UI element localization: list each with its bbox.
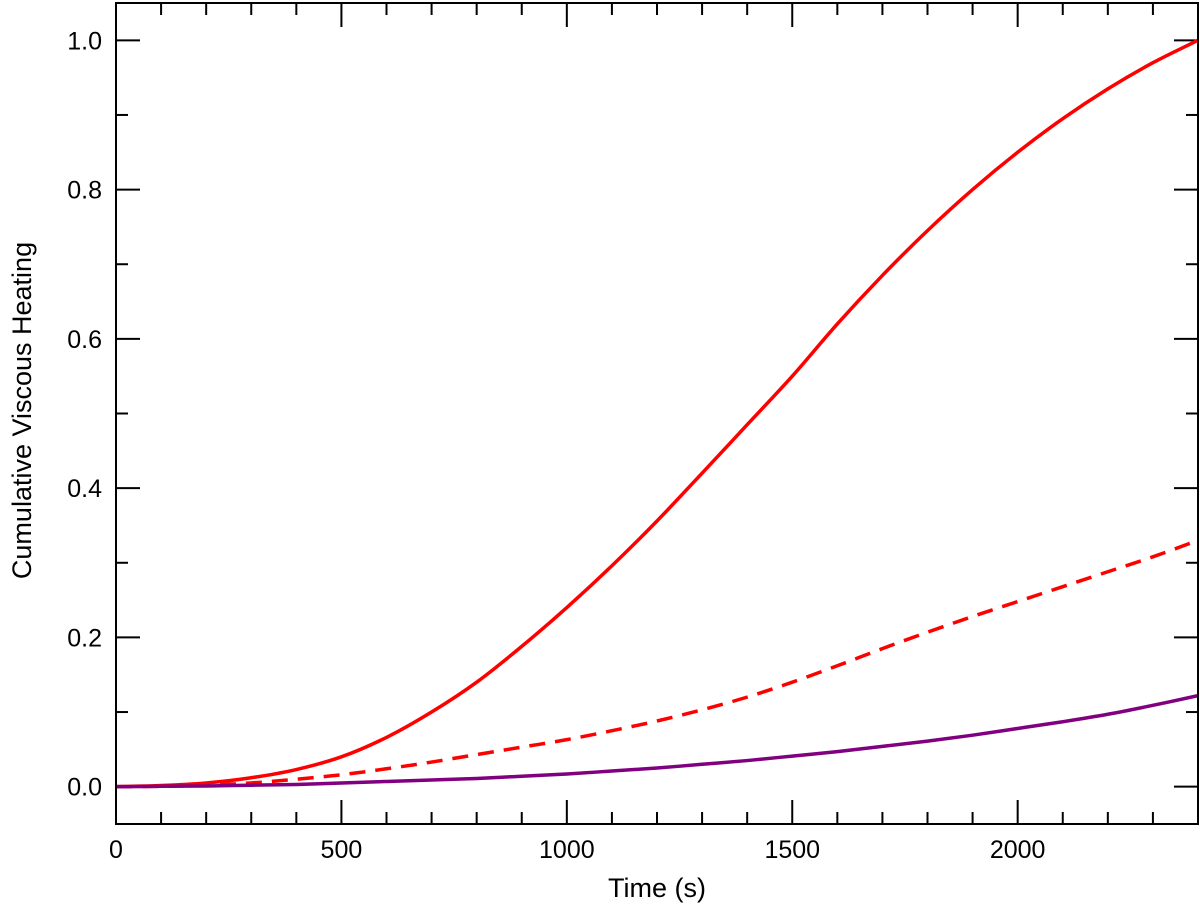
y-tick-label: 0.0 <box>67 774 102 802</box>
y-tick-label: 0.2 <box>67 624 102 652</box>
series-layer <box>115 38 1199 789</box>
minor-ticks <box>116 3 1199 824</box>
x-tick-label: 1500 <box>764 836 820 864</box>
y-axis-title: Cumulative Viscous Heating <box>7 242 37 579</box>
x-tick-label: 500 <box>321 836 363 864</box>
y-tick-label: 0.6 <box>67 326 102 354</box>
series-line-1 <box>115 38 1199 789</box>
y-tick-labels: 0.0 0.2 0.4 0.6 0.8 1.0 <box>67 27 102 801</box>
y-tick-label: 0.4 <box>67 475 102 503</box>
x-tick-labels: 0 500 1000 1500 2000 <box>109 836 1045 864</box>
major-ticks <box>115 3 1198 824</box>
x-axis-title: Time (s) <box>608 873 706 903</box>
series-line-2 <box>115 538 1199 789</box>
x-tick-label: 0 <box>109 836 123 864</box>
plot-frame <box>115 2 1199 825</box>
y-tick-label: 0.8 <box>67 177 102 205</box>
series-line-3 <box>115 693 1199 789</box>
x-tick-label: 1000 <box>539 836 595 864</box>
y-tick-label: 1.0 <box>67 27 102 55</box>
x-tick-label: 2000 <box>990 836 1046 864</box>
